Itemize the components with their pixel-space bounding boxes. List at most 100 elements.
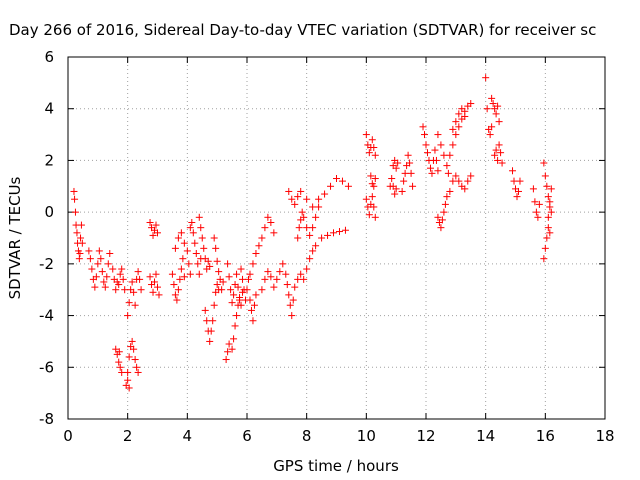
data-point (239, 275, 247, 283)
data-point (109, 265, 117, 273)
data-point (151, 278, 159, 286)
data-point (458, 105, 466, 113)
data-point (264, 213, 272, 221)
data-point (440, 208, 448, 216)
data-point (455, 110, 463, 118)
data-point (285, 291, 293, 299)
data-point (540, 255, 548, 263)
x-tick-label: 10 (357, 427, 376, 445)
data-point (76, 250, 84, 258)
data-point (431, 146, 439, 154)
data-point (309, 224, 317, 232)
data-point (237, 265, 245, 273)
data-point (434, 131, 442, 139)
data-point (441, 200, 449, 208)
data-point (246, 296, 254, 304)
data-point (180, 239, 188, 247)
data-point (77, 234, 85, 242)
data-point (125, 384, 133, 392)
data-point (547, 185, 555, 193)
data-point (115, 348, 123, 356)
data-point (130, 345, 138, 353)
data-point (426, 164, 434, 172)
data-point (368, 193, 376, 201)
data-point (283, 281, 291, 289)
data-point (546, 229, 554, 237)
data-point (400, 177, 408, 185)
data-point (394, 159, 402, 167)
data-point (279, 260, 287, 268)
y-tick-label: 6 (44, 48, 54, 66)
x-tick-label: 0 (63, 427, 73, 445)
x-tick-label: 14 (476, 427, 495, 445)
data-point (443, 193, 451, 201)
data-point (371, 175, 379, 183)
data-point (124, 376, 132, 384)
data-point (365, 211, 373, 219)
data-point (250, 301, 258, 309)
data-point (149, 231, 157, 239)
data-point (224, 260, 232, 268)
data-point (370, 182, 378, 190)
data-point (547, 208, 555, 216)
data-point (131, 356, 139, 364)
data-point (146, 218, 154, 226)
data-point (137, 286, 145, 294)
data-point (152, 270, 160, 278)
data-point (231, 322, 239, 330)
data-point (312, 242, 320, 250)
data-point (432, 156, 440, 164)
data-point (195, 270, 203, 278)
data-point (100, 278, 108, 286)
data-point (197, 224, 205, 232)
data-point (219, 278, 227, 286)
data-point (335, 228, 343, 236)
data-point (91, 283, 99, 291)
data-point (270, 229, 278, 237)
data-point (171, 244, 179, 252)
data-point (449, 141, 457, 149)
data-point (212, 244, 220, 252)
data-point (192, 250, 200, 258)
data-point (247, 306, 255, 314)
data-point (404, 151, 412, 159)
data-point (206, 262, 214, 270)
data-point (510, 177, 518, 185)
data-point (362, 195, 370, 203)
data-point (258, 234, 266, 242)
data-point (73, 229, 81, 237)
x-axis: 0 2 4 6 8 10 12 14 16 18 (63, 57, 615, 445)
data-point (243, 286, 251, 294)
data-point (225, 340, 233, 348)
data-point (309, 203, 317, 211)
y-axis: -8 -6 -4 -2 0 2 4 6 (39, 48, 605, 428)
data-point (261, 224, 269, 232)
data-point (535, 200, 543, 208)
data-point (270, 283, 278, 291)
data-point (300, 213, 308, 221)
x-tick-label: 2 (123, 427, 133, 445)
data-point (452, 118, 460, 126)
data-point (118, 368, 126, 376)
data-point (438, 216, 446, 224)
data-point (401, 169, 409, 177)
data-point (446, 151, 454, 159)
data-point (407, 169, 415, 177)
data-point (289, 296, 297, 304)
data-point (392, 164, 400, 172)
data-point (541, 244, 549, 252)
data-point (71, 195, 79, 203)
data-point (249, 317, 257, 325)
data-point (449, 125, 457, 133)
data-point (188, 218, 196, 226)
data-point (294, 193, 302, 201)
data-point (409, 182, 417, 190)
y-tick-label: -4 (39, 307, 54, 325)
data-point (312, 213, 320, 221)
data-point (112, 345, 120, 353)
data-point (124, 312, 132, 320)
data-point (392, 185, 400, 193)
y-tick-label: -8 (39, 410, 54, 428)
data-point (327, 182, 335, 190)
x-tick-label: 6 (242, 427, 252, 445)
